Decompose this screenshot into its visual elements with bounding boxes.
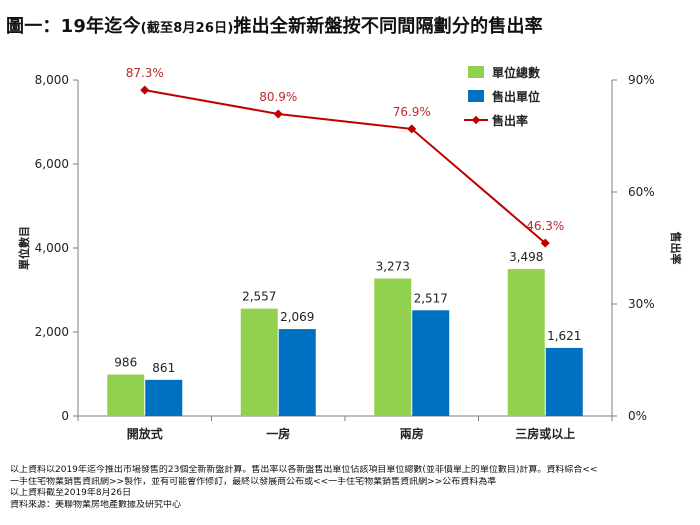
y2-tick-label: 90%: [628, 73, 655, 87]
y-tick-label: 2,000: [35, 325, 69, 339]
data-label-sold-units: 1,621: [547, 329, 581, 343]
bar-total-units: [107, 374, 145, 416]
x-category-label: 兩房: [400, 426, 424, 441]
legend-label-sell-rate: 售出率: [492, 113, 528, 128]
legend-label-total-units: 單位總數: [492, 65, 540, 80]
chart-title: 圖一：19年迄今(截至8月26日)推出全新新盤按不同間隔劃分的售出率: [6, 12, 543, 38]
sell-rate-line: [144, 89, 546, 244]
y2-tick-label: 0%: [628, 409, 647, 423]
footnote-line: 資料來源：美聯物業房地產數據及研究中心: [10, 499, 182, 510]
title-main: 圖一：19年迄今: [6, 16, 141, 37]
data-label-sold-units: 861: [152, 361, 175, 375]
data-label-sold-units: 2,069: [280, 310, 314, 324]
y2-tick-label: 30%: [628, 297, 655, 311]
legend-marker-sell-rate: [471, 115, 481, 125]
data-label-total-units: 2,557: [242, 290, 276, 304]
footnote-line: 以上資料截至2019年8月26日: [10, 488, 132, 499]
bar-total-units: [374, 278, 412, 416]
bar-total-units: [240, 308, 278, 416]
data-label-total-units: 3,498: [509, 250, 543, 264]
sell-rate-label: 80.9%: [259, 90, 297, 104]
title-date-range: (截至8月26日): [140, 21, 234, 36]
legend-label-sold-units: 售出單位: [492, 89, 540, 104]
bar-sold-units: [545, 347, 583, 416]
data-label-sold-units: 2,517: [414, 291, 448, 305]
y-tick-label: 6,000: [35, 157, 69, 171]
data-label-total-units: 986: [114, 356, 137, 370]
footnote-line: 一手住宅物業銷售資訊網>>製作，並有可能會作修訂，最終以發展商公布或<<一手住宅…: [10, 476, 497, 487]
bar-sold-units: [278, 329, 316, 416]
sell-rate-label: 76.9%: [393, 105, 431, 119]
bar-line-chart: 0 2,000 4,000 6,000 8,000 0% 30% 60% 90% 單位數目 售出率 9…: [17, 65, 683, 441]
y-tick-label: 4,000: [35, 241, 69, 255]
y-tick-label: 8,000: [35, 73, 69, 87]
bar-sold-units: [412, 310, 450, 416]
sell-rate-marker: [140, 85, 150, 95]
legend-swatch-sold-units: [468, 90, 484, 102]
title-tail: 推出全新新盤按不同間隔劃分的售出率: [233, 16, 543, 37]
x-category-label: 一房: [266, 426, 290, 441]
y-axis-title: 單位數目: [17, 226, 31, 270]
footnote-line: 以上資料以2019年迄今推出市場發售的23個全新新盤計算。售出率以各新盤售出單位…: [10, 465, 598, 475]
sell-rate-marker: [273, 109, 283, 119]
sell-rate-label: 87.3%: [126, 66, 164, 80]
footnotes: 以上資料以2019年迄今推出市場發售的23個全新新盤計算。售出率以各新盤售出單位…: [10, 465, 690, 511]
y2-axis-title: 售出率: [669, 231, 683, 265]
y-tick-label: 0: [61, 409, 69, 423]
x-category-label: 三房或以上: [515, 426, 575, 441]
bar-sold-units: [145, 379, 183, 416]
y2-tick-label: 60%: [628, 185, 655, 199]
x-category-label: 開放式: [127, 426, 163, 441]
bar-total-units: [507, 269, 545, 416]
data-label-total-units: 3,273: [376, 260, 410, 274]
sell-rate-label: 46.3%: [526, 219, 564, 233]
legend-swatch-total-units: [468, 66, 484, 78]
